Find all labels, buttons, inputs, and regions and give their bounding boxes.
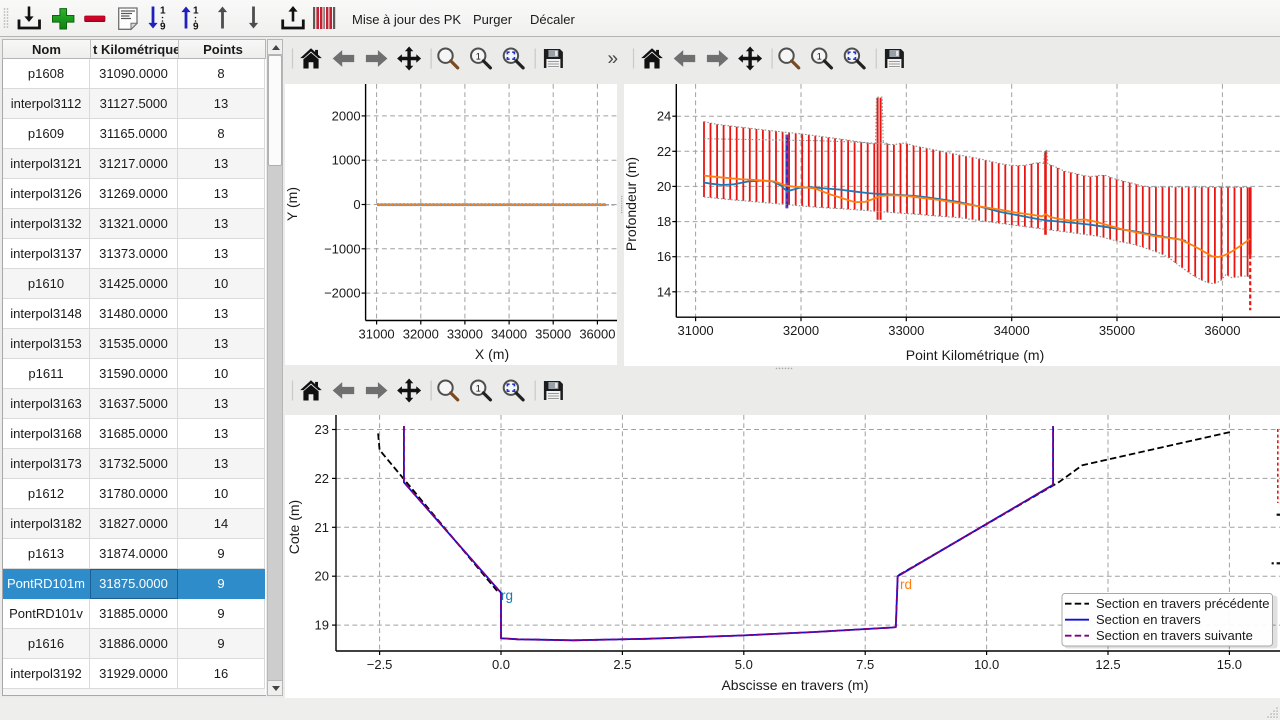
svg-text:14: 14: [657, 284, 671, 299]
svg-text:1: 1: [476, 51, 481, 61]
svg-text:rd: rd: [900, 577, 912, 592]
svg-text:32000: 32000: [783, 323, 819, 338]
svg-text:0: 0: [353, 197, 360, 212]
svg-text:Point Kilométrique (m): Point Kilométrique (m): [906, 347, 1045, 363]
svg-text:»: »: [608, 49, 619, 70]
svg-text:9: 9: [193, 22, 199, 33]
svg-text:16: 16: [657, 249, 671, 264]
svg-text:20: 20: [315, 569, 329, 584]
svg-text:34000: 34000: [994, 323, 1030, 338]
svg-text:rg: rg: [501, 588, 513, 603]
svg-text:24: 24: [657, 109, 671, 124]
svg-text:−2000: −2000: [324, 286, 361, 301]
svg-text:1: 1: [817, 51, 822, 61]
svg-text:Section en travers précédente: Section en travers précédente: [1096, 596, 1269, 611]
svg-text:Abscisse en travers (m): Abscisse en travers (m): [721, 677, 868, 693]
svg-text:5.0: 5.0: [735, 657, 753, 672]
svg-text:31000: 31000: [359, 327, 395, 342]
svg-text:32000: 32000: [403, 327, 439, 342]
svg-text:23: 23: [315, 422, 329, 437]
svg-text:22: 22: [657, 144, 671, 159]
svg-text:0.0: 0.0: [492, 657, 510, 672]
svg-text:1: 1: [476, 383, 481, 393]
svg-text:−1000: −1000: [324, 241, 361, 256]
svg-text:34000: 34000: [491, 327, 527, 342]
svg-text:21: 21: [315, 520, 329, 535]
svg-text:36000: 36000: [579, 327, 615, 342]
svg-text:Profondeur (m): Profondeur (m): [623, 157, 639, 251]
svg-text:−2.5: −2.5: [367, 657, 393, 672]
svg-text:18: 18: [657, 214, 671, 229]
svg-text:33000: 33000: [447, 327, 483, 342]
svg-text:31000: 31000: [678, 323, 714, 338]
svg-text:19: 19: [315, 618, 329, 633]
svg-text:1: 1: [193, 6, 199, 17]
svg-text:15.0: 15.0: [1217, 657, 1242, 672]
svg-text:12.5: 12.5: [1095, 657, 1120, 672]
svg-text:Cote (m): Cote (m): [286, 500, 302, 554]
svg-text:1: 1: [160, 6, 166, 17]
svg-text:2000: 2000: [332, 108, 361, 123]
svg-text:36000: 36000: [1204, 323, 1240, 338]
svg-text:10.0: 10.0: [974, 657, 999, 672]
svg-text:Section en travers: Section en travers: [1096, 612, 1201, 627]
svg-text:Y (m): Y (m): [284, 187, 300, 221]
svg-text:35000: 35000: [535, 327, 571, 342]
svg-text:33000: 33000: [888, 323, 924, 338]
svg-text:X (m): X (m): [475, 346, 509, 362]
svg-text:9: 9: [160, 22, 166, 33]
svg-text:35000: 35000: [1099, 323, 1135, 338]
svg-text:Section en travers suivante: Section en travers suivante: [1096, 628, 1253, 643]
svg-text:2.5: 2.5: [613, 657, 631, 672]
svg-text:22: 22: [315, 471, 329, 486]
svg-text:20: 20: [657, 179, 671, 194]
svg-text:7.5: 7.5: [856, 657, 874, 672]
svg-text:1000: 1000: [332, 153, 361, 168]
